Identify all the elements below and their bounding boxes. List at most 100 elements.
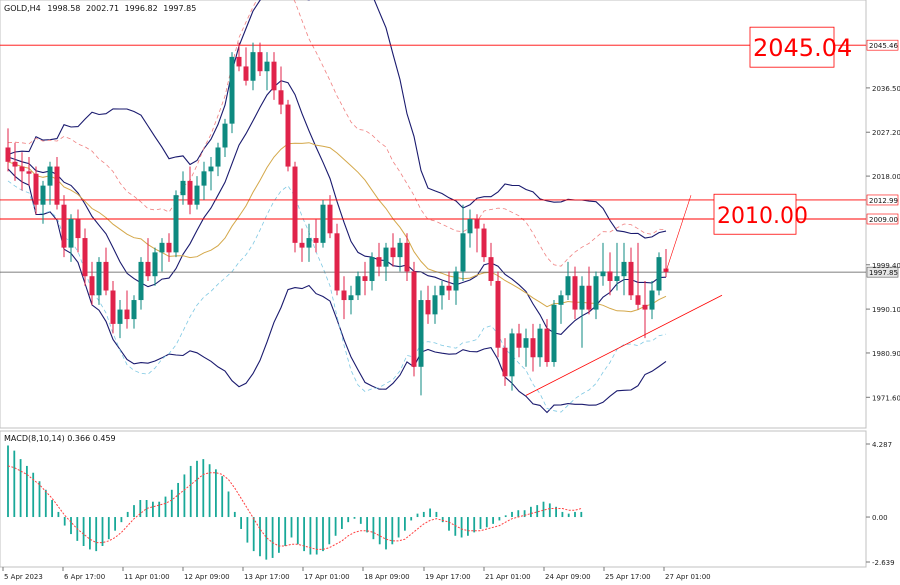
candle[interactable] xyxy=(103,247,109,296)
candle[interactable] xyxy=(47,161,53,205)
price-annotation-box[interactable] xyxy=(749,26,835,68)
candle[interactable] xyxy=(460,204,466,281)
candle[interactable] xyxy=(222,118,228,158)
candle[interactable] xyxy=(257,42,263,76)
candle[interactable] xyxy=(628,247,634,301)
candle[interactable] xyxy=(152,247,158,286)
candle[interactable] xyxy=(68,214,74,262)
candle[interactable] xyxy=(26,157,32,186)
candle[interactable] xyxy=(138,257,144,310)
candle[interactable] xyxy=(285,99,291,172)
candle[interactable] xyxy=(5,128,11,172)
candle[interactable] xyxy=(362,261,368,296)
candle[interactable] xyxy=(271,52,277,100)
candle[interactable] xyxy=(572,266,578,320)
candle[interactable] xyxy=(348,285,354,315)
candle[interactable] xyxy=(656,252,662,296)
candle[interactable] xyxy=(145,238,151,281)
candle[interactable] xyxy=(299,228,305,262)
macd-pane[interactable] xyxy=(0,430,867,568)
candle[interactable] xyxy=(502,338,508,386)
candle[interactable] xyxy=(110,280,116,334)
candle[interactable] xyxy=(278,66,284,115)
candle[interactable] xyxy=(54,157,60,210)
candle[interactable] xyxy=(663,249,669,278)
candle[interactable] xyxy=(292,161,298,253)
candle[interactable] xyxy=(320,199,326,248)
candle[interactable] xyxy=(635,242,641,310)
candle[interactable] xyxy=(40,180,46,224)
trend-line-support[interactable] xyxy=(525,294,723,396)
candle[interactable] xyxy=(313,219,319,253)
candle[interactable] xyxy=(61,195,67,258)
candle[interactable] xyxy=(19,152,25,191)
candle[interactable] xyxy=(530,323,536,372)
candle[interactable] xyxy=(586,266,592,315)
candle[interactable] xyxy=(474,214,480,253)
candle[interactable] xyxy=(82,228,88,286)
candle[interactable] xyxy=(600,242,606,286)
candle[interactable] xyxy=(425,285,431,324)
candle[interactable] xyxy=(558,290,564,324)
candle[interactable] xyxy=(488,242,494,286)
candle[interactable] xyxy=(565,261,571,301)
candle[interactable] xyxy=(201,161,207,200)
candle[interactable] xyxy=(117,300,123,339)
candle[interactable] xyxy=(173,190,179,258)
candle[interactable] xyxy=(166,233,172,262)
candle[interactable] xyxy=(404,233,410,281)
candle[interactable] xyxy=(264,52,270,91)
candle[interactable] xyxy=(75,209,81,253)
candle[interactable] xyxy=(495,271,501,358)
candle[interactable] xyxy=(446,271,452,301)
candle[interactable] xyxy=(215,142,221,177)
candle[interactable] xyxy=(593,271,599,320)
candle[interactable] xyxy=(243,47,249,86)
candle[interactable] xyxy=(124,290,130,329)
candle[interactable] xyxy=(439,280,445,310)
candle[interactable] xyxy=(327,195,333,239)
candle[interactable] xyxy=(229,52,235,134)
candle[interactable] xyxy=(236,42,242,72)
candle[interactable] xyxy=(187,166,193,215)
candle[interactable] xyxy=(341,276,347,320)
candle[interactable] xyxy=(614,242,620,291)
candle[interactable] xyxy=(397,238,403,272)
candle[interactable] xyxy=(432,285,438,324)
candle[interactable] xyxy=(509,328,515,391)
candle[interactable] xyxy=(621,242,627,296)
candle[interactable] xyxy=(89,261,95,305)
candle[interactable] xyxy=(411,261,417,377)
candle[interactable] xyxy=(96,257,102,305)
candle[interactable] xyxy=(33,166,39,215)
candle[interactable] xyxy=(523,328,529,367)
candle[interactable] xyxy=(481,223,487,262)
candle[interactable] xyxy=(579,276,585,348)
candle[interactable] xyxy=(131,295,137,329)
candle[interactable] xyxy=(159,238,165,272)
candle[interactable] xyxy=(607,252,613,296)
candle[interactable] xyxy=(383,242,389,281)
candle[interactable] xyxy=(180,171,186,205)
candle[interactable] xyxy=(369,252,375,291)
candle[interactable] xyxy=(334,223,340,296)
candle[interactable] xyxy=(642,280,648,339)
candle[interactable] xyxy=(12,142,18,181)
candle[interactable] xyxy=(649,280,655,320)
price-annotation-box[interactable] xyxy=(713,193,797,235)
candle[interactable] xyxy=(516,323,522,358)
candle[interactable] xyxy=(390,233,396,267)
candle[interactable] xyxy=(537,323,543,367)
candle[interactable] xyxy=(544,319,550,367)
candle[interactable] xyxy=(453,266,459,305)
candle[interactable] xyxy=(551,300,557,367)
candle[interactable] xyxy=(418,290,424,396)
candle[interactable] xyxy=(467,209,473,248)
candle[interactable] xyxy=(208,157,214,191)
candle[interactable] xyxy=(376,242,382,277)
candle[interactable] xyxy=(306,223,312,262)
candle[interactable] xyxy=(355,271,361,301)
candle-body xyxy=(635,295,641,305)
candle[interactable] xyxy=(250,42,256,91)
candle[interactable] xyxy=(194,176,200,210)
